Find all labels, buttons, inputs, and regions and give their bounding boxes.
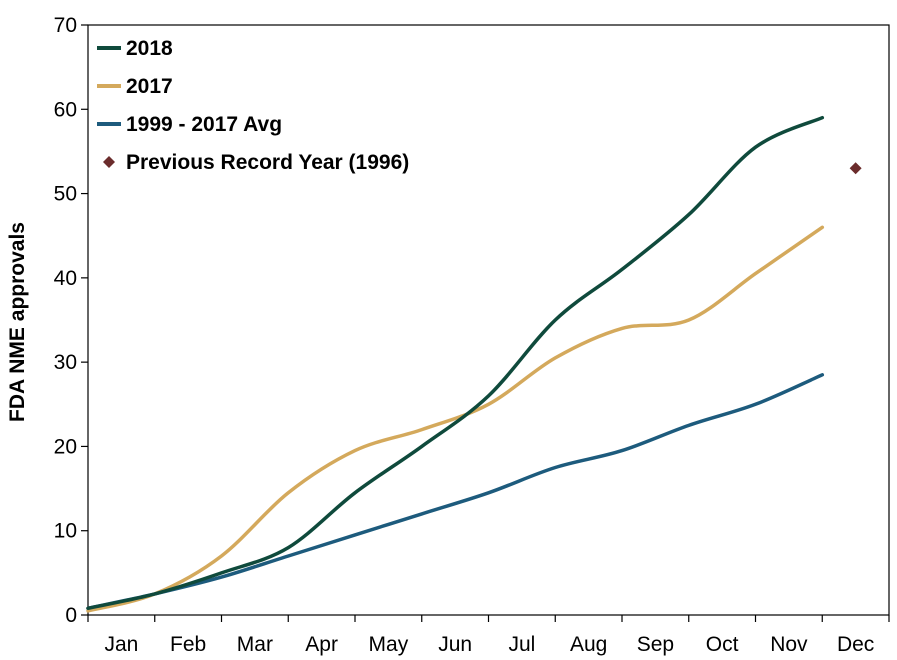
x-tick-label: Jan — [104, 633, 138, 656]
x-tick-label: Jun — [438, 633, 472, 656]
y-tick-label: 40 — [54, 267, 77, 290]
x-tick-label: May — [369, 633, 409, 656]
x-tick-label: Dec — [837, 633, 874, 656]
chart-axes: 0 10 20 30 40 50 60 70 Jan Feb Mar Apr May Jun Jul Aug S… — [54, 14, 890, 656]
series-line-2018 — [86, 115, 825, 611]
x-tick-label: Aug — [570, 633, 607, 656]
marker-layer — [849, 162, 862, 175]
legend-label: 1999 - 2017 Avg — [126, 113, 282, 136]
y-tick-label: 50 — [54, 183, 77, 206]
legend-swatch — [103, 156, 115, 168]
x-tick-label: Sep — [637, 633, 674, 656]
x-tick-label: Apr — [305, 633, 338, 656]
x-tick-label: Nov — [770, 633, 808, 656]
x-tick-label: Feb — [170, 633, 206, 656]
y-tick-label: 70 — [54, 14, 77, 37]
legend: 2018 2017 1999 - 2017 Avg Previous Record Y… — [97, 37, 409, 174]
y-tick-label: 20 — [54, 435, 77, 458]
legend-label: Previous Record Year (1996) — [126, 151, 409, 174]
y-tick-label: 30 — [54, 351, 77, 374]
y-axis-title: FDA NME approvals — [6, 222, 29, 422]
legend-label: 2018 — [126, 37, 173, 60]
series-layer — [86, 115, 825, 613]
y-tick-label: 0 — [65, 604, 77, 627]
x-tick-label: Oct — [706, 633, 739, 656]
x-tick-label: Mar — [237, 633, 273, 656]
record-year-marker — [849, 162, 862, 175]
legend-label: 2017 — [126, 75, 173, 98]
series-line-1999-2017-avg — [86, 373, 825, 611]
y-tick-label: 10 — [54, 520, 77, 543]
y-tick-label: 60 — [54, 98, 77, 121]
x-tick-label: Jul — [508, 633, 535, 656]
